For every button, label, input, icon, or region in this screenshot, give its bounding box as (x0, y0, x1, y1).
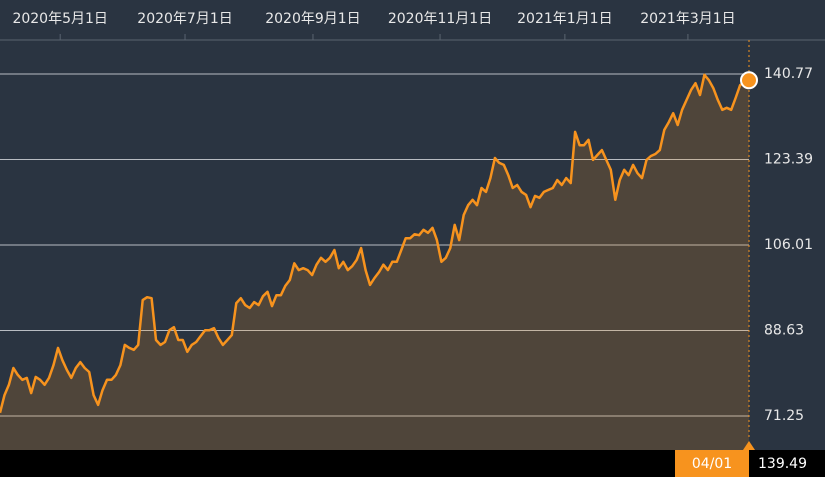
x-tick-label: 2021年3月1日 (640, 11, 735, 27)
y-tick-label: 106.01 (764, 237, 813, 253)
y-tick-label: 123.39 (764, 151, 813, 167)
x-tick-label: 2020年11月1日 (388, 11, 492, 27)
last-point (740, 71, 758, 90)
date-box (675, 450, 749, 477)
x-tick-label: 2021年1月1日 (517, 11, 612, 27)
x-tick-label: 2020年9月1日 (265, 11, 360, 27)
crosshair-date: 04/01 (692, 456, 732, 472)
x-tick-label: 2020年5月1日 (12, 11, 107, 27)
last-value: 139.49 (758, 456, 807, 472)
area (0, 74, 749, 451)
line (0, 73, 750, 414)
date-pointer (743, 441, 755, 450)
y-tick-label: 88.63 (764, 323, 804, 339)
y-tick-label: 71.25 (764, 408, 804, 424)
x-tick-label: 2020年7月1日 (137, 11, 232, 27)
y-tick-label: 140.77 (764, 66, 813, 82)
